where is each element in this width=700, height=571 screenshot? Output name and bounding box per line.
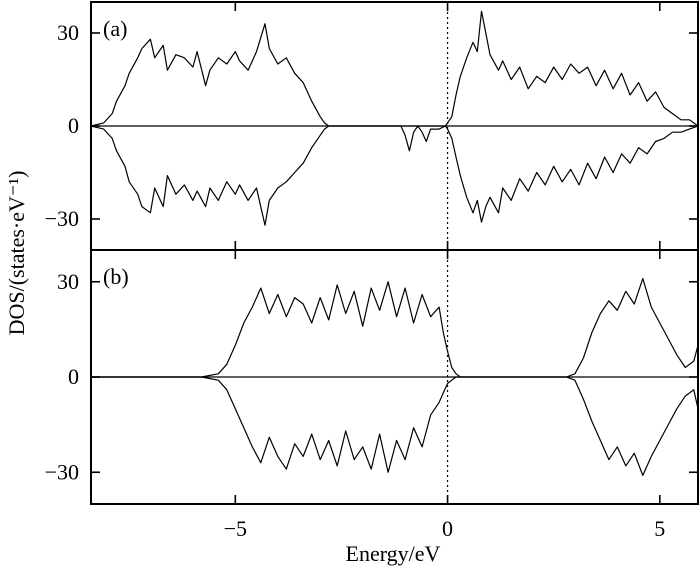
y-tick-label: −30	[45, 459, 79, 484]
y-tick-label: 0	[68, 364, 79, 389]
panel-label: (a)	[103, 16, 127, 41]
x-tick-label: −5	[224, 516, 247, 541]
dos-curve-spin-up	[91, 278, 699, 378]
y-tick-label: 0	[68, 113, 79, 138]
x-tick-label: 5	[654, 516, 665, 541]
panel-label: (b)	[103, 264, 129, 289]
dos-curve-spin-down	[91, 376, 699, 476]
panels-layer: 30 0 −30 (a) 30 0 −30 (b) −5 0 5	[45, 1, 699, 541]
x-tick-label: 0	[442, 516, 453, 541]
y-tick-label: 30	[57, 269, 79, 294]
x-axis-title: Energy/eV	[346, 541, 441, 566]
panel-a: 30 0 −30 (a)	[45, 1, 699, 251]
y-tick-label: 30	[57, 20, 79, 45]
y-tick-label: −30	[45, 206, 79, 231]
y-axis-title: DOS/(states·eV⁻¹)	[4, 171, 29, 336]
dos-curve-spin-up	[90, 10, 699, 127]
dos-curve-spin-down	[90, 125, 699, 226]
panel-b: 30 0 −30 (b)	[45, 249, 699, 505]
